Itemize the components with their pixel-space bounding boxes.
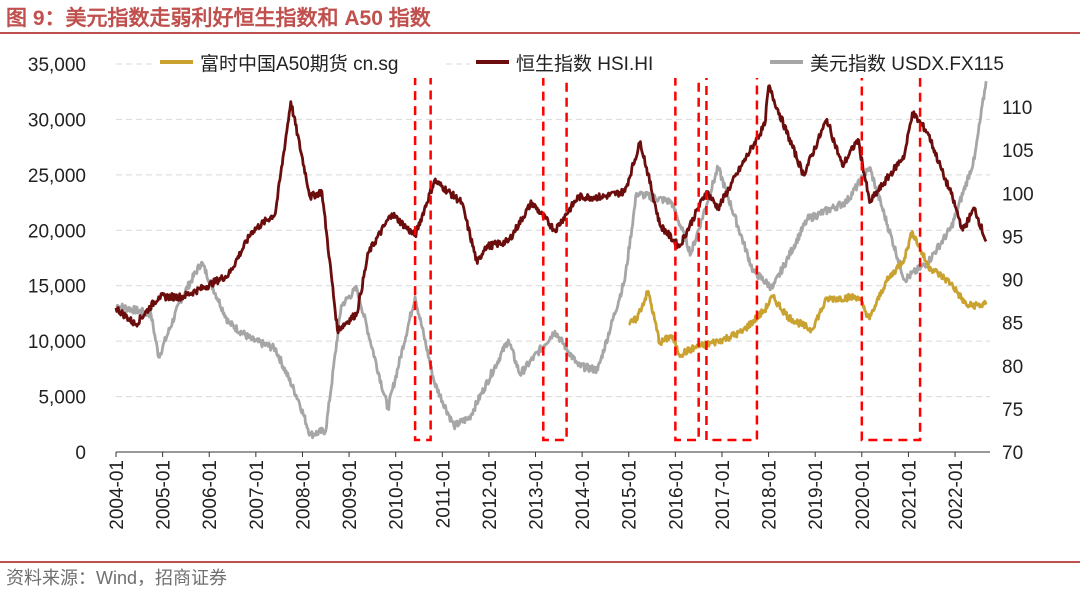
series-line-hsi-hi — [114, 84, 988, 335]
x-tick-label: 2011-01 — [433, 460, 454, 528]
x-tick-label: 2017-01 — [713, 460, 734, 530]
x-tick-label: 2015-01 — [620, 460, 641, 530]
y-right-tick-label: 95 — [1002, 227, 1023, 248]
y-left-tick-label: 30,000 — [28, 110, 86, 131]
x-tick-label: 2004-01 — [107, 460, 128, 530]
highlight-range-box — [413, 74, 432, 442]
gridlines — [116, 63, 990, 453]
legend-backdrop — [154, 48, 446, 78]
x-tick-label: 2022-01 — [946, 460, 967, 530]
highlight-range-box — [705, 74, 759, 442]
y-left-tick-label: 20,000 — [28, 221, 86, 242]
y-left-tick-label: 25,000 — [28, 166, 86, 187]
x-tick-label: 2020-01 — [853, 460, 874, 530]
title-divider — [0, 32, 1080, 34]
y-right-tick-label: 80 — [1002, 357, 1023, 378]
x-tick-label: 2010-01 — [387, 460, 408, 530]
y-left-tick-label: 15,000 — [28, 277, 86, 298]
series-group — [114, 81, 988, 440]
highlight-range-box — [860, 74, 922, 442]
y-left-tick-label: 35,000 — [28, 55, 86, 76]
x-tick-label: 2013-01 — [527, 460, 548, 530]
y-right-tick-label: 75 — [1002, 400, 1023, 421]
y-right-tick-label: 110 — [1002, 98, 1032, 119]
figure-title: 图 9：美元指数走弱利好恒生指数和 A50 指数 — [6, 7, 431, 30]
legend-backdrop — [470, 48, 762, 78]
legend-label: 富时中国A50期货 cn.sg — [200, 53, 399, 75]
line-chart: 0 5,000 10,000 15,000 20,000 25,000 30,000 35,0… — [28, 48, 1056, 530]
legend-label: 美元指数 USDX.FX115 — [810, 53, 1004, 75]
series-line-a50-cn-sg — [628, 230, 988, 359]
y-right-tick-label: 90 — [1002, 271, 1023, 292]
x-tick-label: 2009-01 — [340, 460, 361, 530]
x-tick-label: 2021-01 — [899, 460, 920, 530]
x-tick-label: 2012-01 — [480, 460, 501, 530]
highlight-boxes — [413, 74, 922, 442]
x-tick-label: 2008-01 — [293, 460, 314, 530]
legend-backdrop — [764, 48, 1056, 78]
x-axis: 2004-01 2005-01 2006-01 2007-01 2008-01 2009-… — [107, 452, 967, 530]
source-divider — [0, 561, 1080, 563]
y-axis-left: 0 5,000 10,000 15,000 20,000 25,000 30,000 35,0… — [28, 55, 86, 464]
y-left-tick-label: 10,000 — [28, 332, 86, 353]
y-right-tick-label: 105 — [1002, 141, 1034, 162]
highlight-range-box — [674, 74, 700, 442]
x-tick-label: 2018-01 — [760, 460, 781, 530]
legend: 富时中国A50期货 cn.sg 恒生指数 HSI.HI 美元指数 USDX.FX11… — [154, 48, 1056, 78]
y-right-tick-label: 85 — [1002, 314, 1023, 335]
x-tick-label: 2014-01 — [573, 460, 594, 530]
legend-label: 恒生指数 HSI.HI — [516, 53, 653, 75]
y-axis-right: 70 75 80 85 90 95 100 105 110 — [1002, 98, 1034, 464]
x-tick-label: 2005-01 — [154, 460, 175, 530]
x-tick-label: 2007-01 — [247, 460, 268, 530]
series-line-usdx-fx115 — [115, 81, 988, 440]
y-left-tick-label: 0 — [75, 443, 86, 464]
y-right-tick-label: 100 — [1002, 184, 1034, 205]
x-tick-label: 2006-01 — [200, 460, 221, 530]
x-tick-label: 2019-01 — [806, 460, 827, 530]
source-note: 资料来源：Wind，招商证券 — [6, 568, 228, 588]
y-left-tick-label: 5,000 — [38, 388, 86, 409]
highlight-range-box — [542, 74, 568, 442]
x-tick-label: 2016-01 — [666, 460, 687, 530]
y-right-tick-label: 70 — [1002, 443, 1023, 464]
